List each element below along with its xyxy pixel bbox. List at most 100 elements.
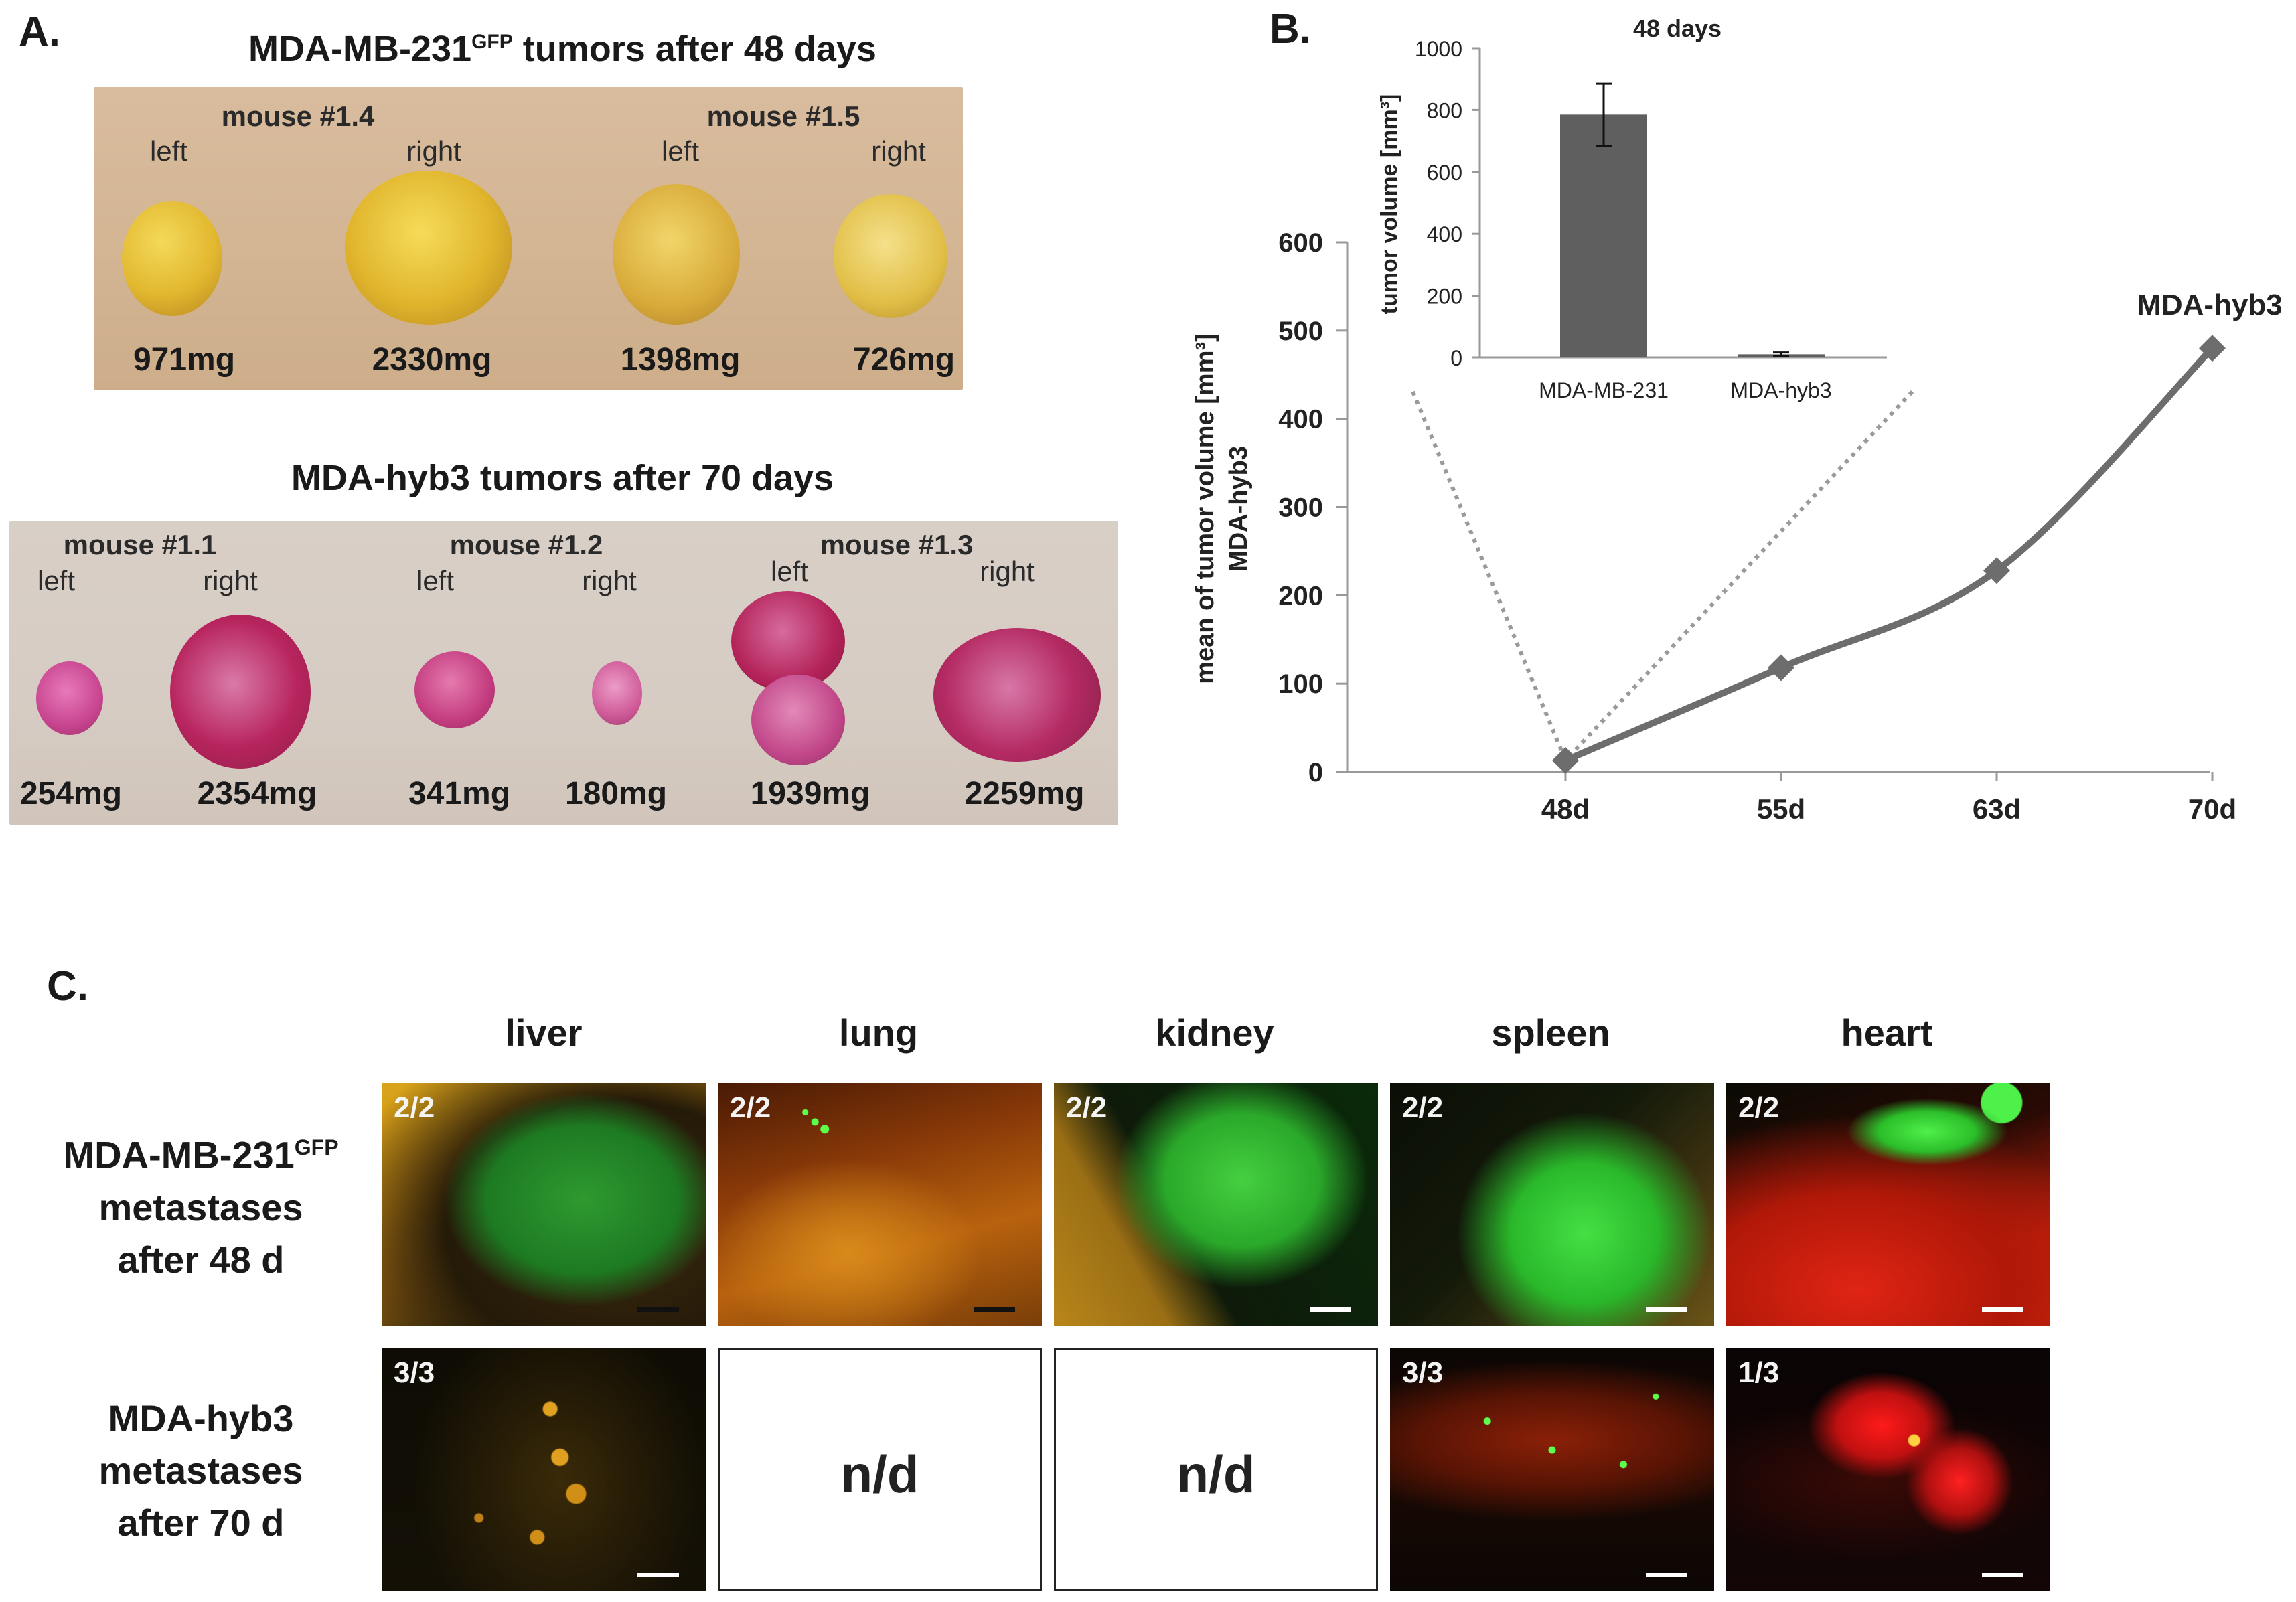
x-tick-label: 63d [1973, 793, 2021, 825]
side-label: right [871, 135, 926, 167]
side-label: left [770, 556, 809, 587]
y-tick-label: 600 [1278, 228, 1323, 258]
y-tick-label: 0 [1308, 758, 1323, 787]
tumor-image [170, 615, 311, 769]
tumor-image [414, 651, 495, 728]
metastasis-fraction: 2/2 [1066, 1091, 1107, 1124]
tumor-mass-label: 1939mg [750, 776, 870, 811]
mouse-label: mouse #1.1 [63, 529, 217, 560]
scale-bar [637, 1573, 679, 1577]
inset-y-tick-label: 0 [1450, 346, 1462, 370]
metastasis-fraction: 1/3 [1738, 1356, 1780, 1389]
y-tick-label: 400 [1278, 405, 1323, 434]
scale-bar [1310, 1307, 1351, 1312]
y-tick-label: 200 [1278, 581, 1323, 611]
metastasis-fraction: 3/3 [394, 1356, 435, 1389]
tumor-image [592, 661, 642, 725]
y-tick-label: 100 [1278, 669, 1323, 699]
mouse-label: mouse #1.2 [449, 529, 603, 560]
tumor-mass-label: 341mg [408, 776, 511, 811]
scale-bar [637, 1307, 679, 1312]
tumor-mass-label: 2330mg [372, 342, 492, 378]
row-label-line: metastases [98, 1449, 303, 1492]
inset-y-tick-label: 200 [1427, 285, 1462, 309]
tumor-mass-label: 180mg [564, 776, 668, 811]
micrograph-lung-48d: 2/2 [718, 1083, 1042, 1326]
inset-y-tick-label: 400 [1427, 222, 1462, 246]
x-tick-label: 48d [1541, 793, 1590, 825]
micrograph-liver-48d: 2/2 [382, 1083, 706, 1326]
data-point-marker [1983, 557, 2010, 584]
side-label: left [416, 565, 455, 596]
inset-connector-line [1411, 390, 1567, 762]
micrograph-kidney-48d: 2/2 [1054, 1083, 1378, 1326]
panel-c-label: C. [47, 963, 88, 1010]
top-title-suffix: tumors after 48 days [512, 29, 876, 69]
row-label-sup: GFP [294, 1135, 339, 1159]
side-label: left [149, 135, 188, 167]
tumor-mass-label: 971mg [133, 342, 236, 378]
side-label: left [661, 135, 700, 167]
x-tick-label: 55d [1757, 793, 1805, 825]
organ-label-liver: liver [505, 1012, 583, 1054]
not-determined-label: n/d [1176, 1445, 1255, 1504]
side-label: right [582, 565, 637, 596]
side-label: left [37, 565, 76, 596]
row-label-line: metastases [98, 1186, 303, 1228]
micrograph-liver-70d: 3/3 [382, 1348, 706, 1591]
micrograph-spleen-70d: 3/3 [1390, 1348, 1714, 1591]
micrograph-lung-70d-nd: n/d [718, 1348, 1042, 1591]
inset-x-tick-label: MDA-MB-231 [1539, 378, 1669, 402]
micrograph-kidney-70d-nd: n/d [1054, 1348, 1378, 1591]
tumor-image [751, 675, 845, 765]
row-label-line: after 48 d [117, 1238, 285, 1281]
inset-y-axis-label: tumor volume [mm³] [1377, 94, 1402, 315]
y-tick-label: 300 [1278, 493, 1323, 523]
panel-a-top-title: MDA-MB-231GFP tumors after 48 days [181, 28, 944, 70]
side-label: right [980, 556, 1035, 587]
side-label: right [406, 135, 461, 167]
inset-y-tick-label: 600 [1427, 161, 1462, 185]
micrograph-heart-70d: 1/3 [1726, 1348, 2050, 1591]
organ-label-kidney: kidney [1155, 1012, 1274, 1054]
tumor-mass-label: 2259mg [964, 776, 1085, 811]
inset-bar [1560, 114, 1647, 357]
panel-a-label: A. [19, 9, 60, 55]
y-axis-label: MDA-hyb3 [1225, 446, 1253, 572]
tumor-photo-mda-hyb3: mouse #1.1 mouse #1.2 mouse #1.3 left ri… [9, 521, 1118, 825]
y-tick-label: 500 [1278, 317, 1323, 346]
row-label-line: MDA-hyb3 [108, 1397, 294, 1439]
inset-y-tick-label: 800 [1427, 98, 1462, 123]
tumor-image [345, 171, 512, 325]
micrograph-heart-48d: 2/2 [1726, 1083, 2050, 1326]
micrograph-spleen-48d: 2/2 [1390, 1083, 1714, 1326]
tumor-image [834, 194, 947, 318]
side-label: right [203, 565, 258, 596]
metastasis-fraction: 3/3 [1402, 1356, 1444, 1389]
inset-y-tick-label: 1000 [1415, 37, 1462, 61]
panel-b-label: B. [1270, 6, 1311, 52]
tumor-image [933, 628, 1101, 762]
row-label-line: after 70 d [117, 1502, 285, 1544]
y-axis-label: mean of tumor volume [mm³] [1191, 333, 1219, 684]
scale-bar [1982, 1307, 2023, 1312]
organ-label-lung: lung [838, 1012, 919, 1054]
tumor-image [122, 201, 222, 316]
not-determined-label: n/d [840, 1445, 919, 1504]
tumor-image [613, 184, 740, 325]
panel-b-chart: 0 100 200 300 400 500 600 48d 55d 63d 70d mean of t… [1191, 15, 2283, 825]
inset-connector-line [1563, 390, 1914, 762]
scale-bar [1982, 1573, 2023, 1577]
organ-label-heart: heart [1841, 1012, 1933, 1054]
top-title-prefix: MDA-MB-231 [248, 29, 472, 69]
inset-x-tick-label: MDA-hyb3 [1730, 378, 1831, 402]
tumor-mass-label: 254mg [19, 776, 123, 811]
tumor-image [36, 661, 103, 735]
row-label-mda-mb-231: MDA-MB-231GFP metastases after 48 d [27, 1121, 375, 1286]
data-point-marker [2199, 335, 2226, 362]
scale-bar [1646, 1573, 1687, 1577]
tumor-photo-mda-mb-231: mouse #1.4 mouse #1.5 left right left ri… [94, 87, 963, 390]
inset-title: 48 days [1633, 15, 1721, 42]
x-tick-label: 70d [2188, 793, 2236, 825]
tumor-image [731, 591, 845, 692]
